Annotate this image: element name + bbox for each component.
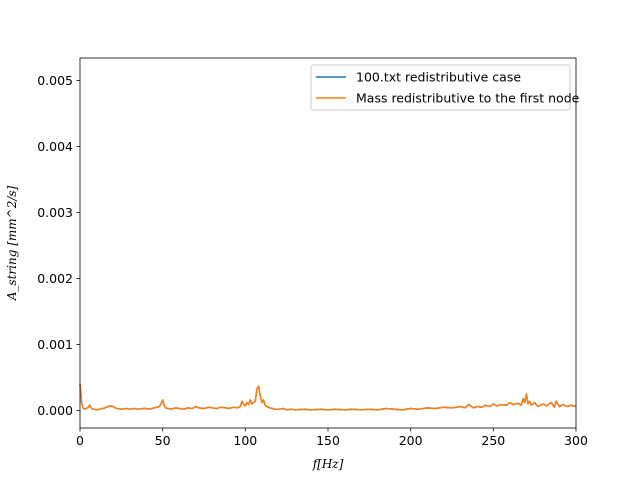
y-axis-label: A_string [mm^2/s] [5, 185, 19, 301]
series-layer [79, 384, 577, 411]
x-tick-label: 0 [76, 433, 84, 448]
x-tick-label: 300 [564, 433, 588, 448]
legend: 100.txt redistributive case Mass redistri… [310, 64, 580, 111]
series-line-2 [79, 384, 577, 411]
legend-entries: 100.txt redistributive case Mass redistri… [316, 70, 580, 106]
legend-label: Mass redistributive to the first node [356, 91, 580, 106]
legend-label: 100.txt redistributive case [356, 70, 521, 85]
plot-area [80, 58, 576, 428]
y-tick-label: 0.004 [37, 139, 73, 154]
y-tick-label: 0.001 [37, 337, 73, 352]
x-tick-label: 200 [399, 433, 423, 448]
y-tick-label: 0.002 [37, 271, 73, 286]
x-axis-ticks: 0 50 100 150 200 250 300 [76, 428, 588, 448]
y-axis-ticks: 0.000 0.001 0.002 0.003 0.004 0.005 [37, 73, 80, 418]
x-tick-label: 250 [481, 433, 505, 448]
x-axis-label: f[Hz] [312, 457, 344, 471]
y-tick-label: 0.003 [37, 205, 73, 220]
x-tick-label: 50 [155, 433, 171, 448]
x-tick-label: 100 [233, 433, 257, 448]
y-tick-label: 0.005 [37, 73, 73, 88]
legend-frame [310, 64, 571, 111]
x-tick-label: 150 [316, 433, 340, 448]
y-tick-label: 0.000 [37, 403, 73, 418]
